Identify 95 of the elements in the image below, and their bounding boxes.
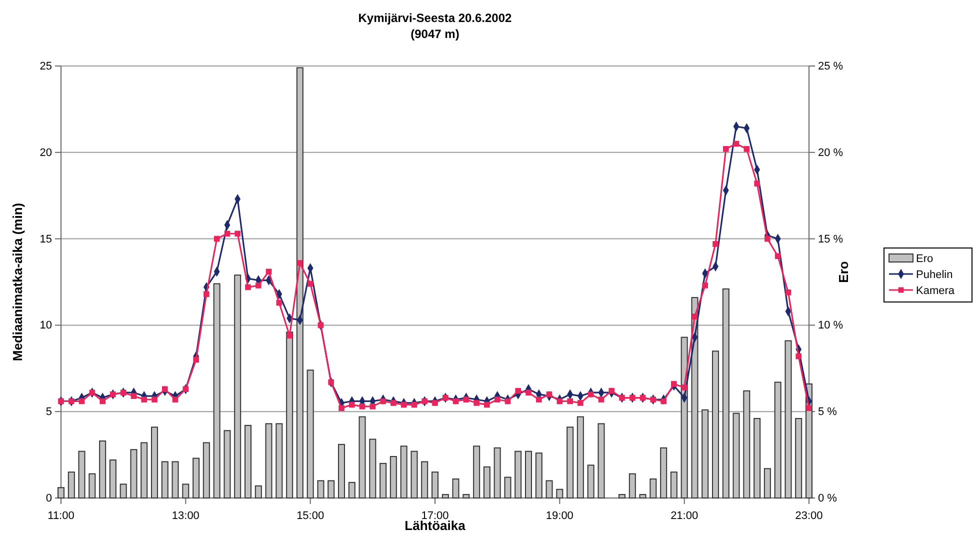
bar bbox=[774, 382, 782, 498]
bar bbox=[369, 438, 376, 498]
bar bbox=[628, 473, 636, 498]
y2-tick-label: 0 % bbox=[818, 492, 838, 505]
bar bbox=[618, 494, 626, 498]
bar bbox=[265, 423, 272, 498]
bar bbox=[587, 464, 594, 498]
bar bbox=[566, 426, 574, 498]
bar bbox=[78, 450, 86, 498]
bar bbox=[754, 418, 761, 498]
bar bbox=[556, 488, 564, 498]
bar bbox=[712, 350, 719, 498]
bar bbox=[234, 274, 242, 498]
bar bbox=[743, 390, 750, 498]
bar bbox=[244, 424, 252, 498]
bar bbox=[525, 450, 532, 498]
y2-tick-label: 25 % bbox=[818, 60, 844, 73]
bar bbox=[473, 446, 480, 498]
y-tick-label: 25 bbox=[40, 60, 52, 73]
y2-axis-title: Ero bbox=[836, 261, 851, 283]
bar bbox=[576, 416, 584, 498]
bar bbox=[202, 442, 210, 498]
bar bbox=[358, 416, 366, 498]
bar bbox=[660, 447, 668, 498]
bar bbox=[639, 494, 646, 498]
bar bbox=[224, 430, 231, 498]
y-axis-title: Mediaanimatka-aika (min) bbox=[10, 202, 25, 362]
bar bbox=[192, 458, 200, 498]
x-tick-label: 15:00 bbox=[296, 510, 324, 522]
bar bbox=[130, 449, 138, 498]
legend-label: Kamera bbox=[916, 285, 956, 297]
bar bbox=[504, 476, 512, 498]
bar bbox=[317, 480, 324, 498]
bar bbox=[784, 340, 792, 498]
bar bbox=[68, 472, 75, 498]
bar bbox=[432, 472, 438, 498]
y-tick-label: 10 bbox=[40, 320, 52, 332]
y-tick-label: 20 bbox=[40, 146, 52, 159]
bar bbox=[400, 446, 408, 498]
bar bbox=[421, 461, 428, 498]
bar bbox=[462, 494, 470, 498]
y2-tick-label: 20 % bbox=[818, 146, 844, 159]
y-tick-label: 0 bbox=[46, 492, 52, 505]
x-tick-label: 21:00 bbox=[670, 510, 698, 522]
bar bbox=[296, 67, 304, 498]
y2-tick-label: 10 % bbox=[818, 320, 844, 332]
bar bbox=[442, 494, 449, 498]
bar bbox=[286, 332, 294, 498]
bar bbox=[390, 456, 397, 498]
bar bbox=[410, 450, 418, 498]
bar bbox=[732, 412, 740, 498]
x-axis-title: Lähtöaika bbox=[404, 518, 466, 533]
bar bbox=[120, 484, 127, 498]
bar bbox=[546, 480, 553, 498]
y2-tick-label: 5 % bbox=[818, 406, 838, 418]
legend-label: Ero bbox=[916, 253, 934, 265]
bar bbox=[795, 418, 802, 498]
bar bbox=[213, 283, 220, 498]
bar bbox=[276, 423, 283, 498]
bar bbox=[452, 478, 460, 498]
bar bbox=[380, 462, 387, 498]
bar bbox=[764, 468, 771, 498]
bar bbox=[254, 485, 262, 498]
bar bbox=[88, 473, 96, 498]
chart-subtitle: (9047 m) bbox=[410, 27, 460, 41]
x-tick-label: 23:00 bbox=[795, 510, 823, 522]
bar bbox=[182, 484, 190, 498]
bar bbox=[172, 461, 179, 498]
bar bbox=[328, 480, 335, 498]
y-tick-label: 5 bbox=[46, 406, 52, 418]
bar bbox=[598, 423, 605, 498]
bar bbox=[151, 426, 158, 498]
bar bbox=[109, 459, 116, 498]
bar bbox=[702, 409, 709, 498]
bar bbox=[514, 450, 522, 498]
bar bbox=[99, 440, 106, 498]
bar bbox=[161, 461, 168, 498]
bar bbox=[306, 370, 314, 498]
x-tick-label: 13:00 bbox=[172, 510, 200, 522]
bar bbox=[494, 447, 501, 498]
bar bbox=[670, 472, 678, 498]
y-tick-label: 15 bbox=[40, 233, 52, 246]
bar bbox=[535, 452, 542, 498]
bar bbox=[483, 466, 490, 498]
bar bbox=[58, 487, 64, 498]
bar bbox=[140, 442, 148, 498]
bar bbox=[338, 444, 345, 498]
y2-tick-label: 15 % bbox=[818, 233, 844, 246]
chart-title: Kymijärvi-Seesta 20.6.2002 bbox=[358, 11, 512, 25]
x-tick-label: 11:00 bbox=[48, 510, 74, 522]
bar bbox=[650, 478, 657, 498]
bar bbox=[722, 288, 730, 498]
legend-label: Puhelin bbox=[916, 269, 953, 281]
bar bbox=[348, 482, 356, 498]
x-tick-label: 19:00 bbox=[546, 510, 574, 522]
